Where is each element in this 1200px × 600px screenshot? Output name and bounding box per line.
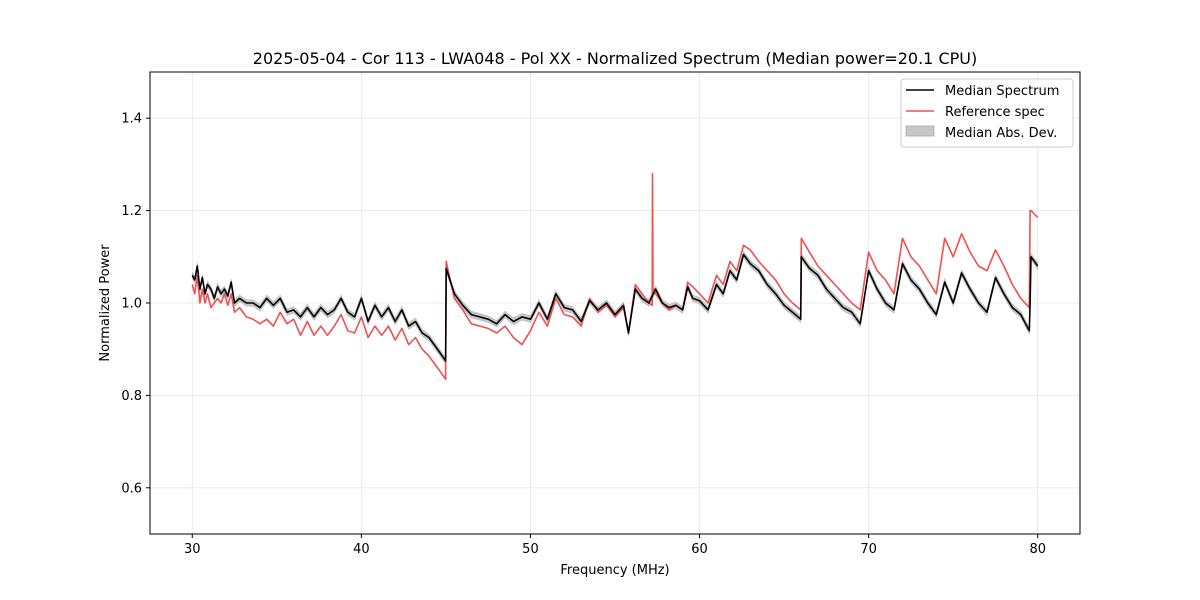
y-tick-label: 1.4 xyxy=(121,112,142,127)
chart-title: 2025-05-04 - Cor 113 - LWA048 - Pol XX -… xyxy=(253,49,977,68)
x-tick-label: 30 xyxy=(184,542,201,557)
x-tick-label: 70 xyxy=(860,542,877,557)
median-spectrum-line xyxy=(191,253,1039,362)
axes-layer: 30 40 50 60 70 80 0.6 0.8 1.0 1.2 1.4 xyxy=(121,112,1046,557)
x-tick-label: 60 xyxy=(691,542,708,557)
x-tick-label: 80 xyxy=(1029,542,1046,557)
x-tick-label: 50 xyxy=(522,542,539,557)
legend-median-label: Median Spectrum xyxy=(945,84,1059,99)
x-axis-label: Frequency (MHz) xyxy=(560,563,669,578)
y-tick-label: 1.0 xyxy=(121,297,142,312)
y-tick-label: 0.6 xyxy=(121,481,142,496)
legend: Median Spectrum Reference spec Median Ab… xyxy=(900,78,1074,148)
y-axis-label: Normalized Power xyxy=(98,244,113,362)
y-tick-label: 1.2 xyxy=(121,204,142,219)
legend-mad-label: Median Abs. Dev. xyxy=(945,126,1057,141)
legend-reference-label: Reference spec xyxy=(945,105,1045,120)
legend-box xyxy=(900,78,1074,148)
x-tick-label: 40 xyxy=(353,542,370,557)
y-tick-label: 0.8 xyxy=(121,389,142,404)
data-layer xyxy=(191,172,1039,380)
legend-mad-swatch xyxy=(905,125,935,137)
mad-band xyxy=(192,250,1038,365)
